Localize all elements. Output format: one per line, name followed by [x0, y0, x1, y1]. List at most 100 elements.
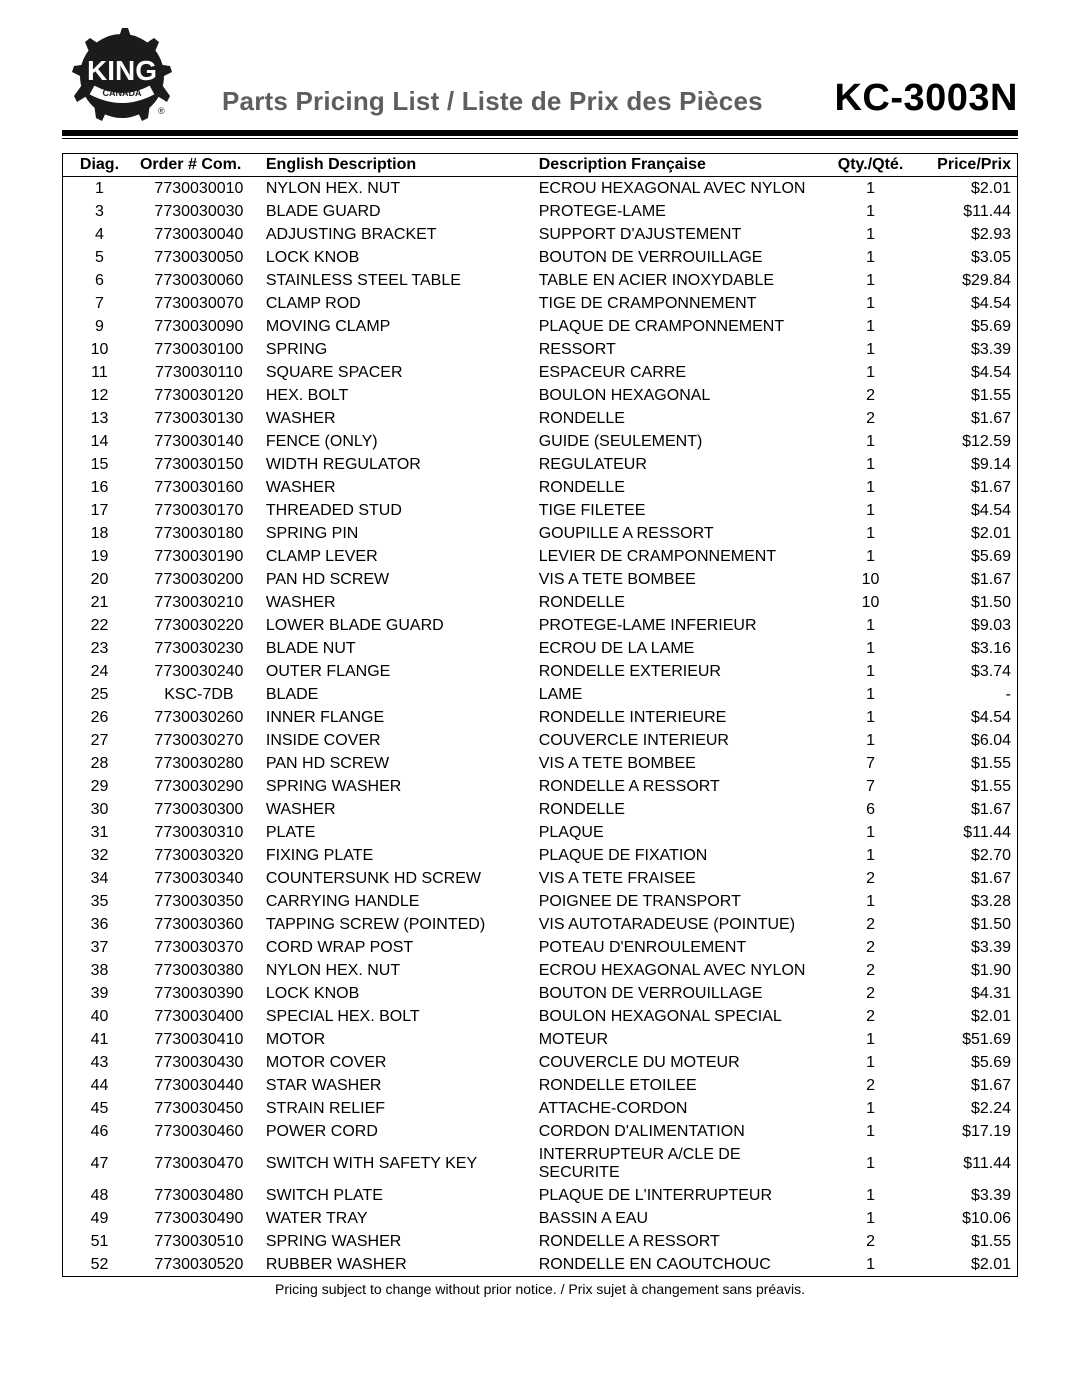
- cell-en: SPRING PIN: [262, 522, 535, 545]
- cell-fr: LAME: [535, 683, 829, 706]
- cell-order: 7730030210: [136, 591, 262, 614]
- cell-qty: 2: [829, 982, 913, 1005]
- table-row: 177730030170THREADED STUDTIGE FILETEE1$4…: [63, 499, 1018, 522]
- table-row: 317730030310PLATEPLAQUE1$11.44: [63, 821, 1018, 844]
- model-number: KC-3003N: [834, 77, 1018, 120]
- cell-order: 7730030510: [136, 1230, 262, 1253]
- cell-en: SQUARE SPACER: [262, 361, 535, 384]
- cell-qty: 1: [829, 660, 913, 683]
- cell-price: $1.67: [913, 476, 1018, 499]
- table-row: 277730030270INSIDE COVERCOUVERCLE INTERI…: [63, 729, 1018, 752]
- cell-diag: 15: [63, 453, 136, 476]
- col-header-diag: Diag.: [63, 154, 136, 177]
- table-row: 347730030340COUNTERSUNK HD SCREWVIS A TE…: [63, 867, 1018, 890]
- cell-en: POWER CORD: [262, 1120, 535, 1143]
- cell-order: 7730030040: [136, 223, 262, 246]
- cell-qty: 1: [829, 637, 913, 660]
- cell-qty: 1: [829, 1097, 913, 1120]
- table-row: 137730030130WASHERRONDELLE2$1.67: [63, 407, 1018, 430]
- cell-diag: 14: [63, 430, 136, 453]
- parts-table: Diag. Order # Com. English Description D…: [62, 153, 1018, 1277]
- cell-en: MOVING CLAMP: [262, 315, 535, 338]
- cell-en: NYLON HEX. NUT: [262, 177, 535, 201]
- cell-diag: 39: [63, 982, 136, 1005]
- cell-price: $2.01: [913, 1005, 1018, 1028]
- cell-en: CORD WRAP POST: [262, 936, 535, 959]
- cell-en: SPRING: [262, 338, 535, 361]
- cell-fr: RONDELLE EXTERIEUR: [535, 660, 829, 683]
- table-row: 227730030220LOWER BLADE GUARDPROTEGE-LAM…: [63, 614, 1018, 637]
- cell-fr: POIGNEE DE TRANSPORT: [535, 890, 829, 913]
- gear-logo-icon: KING CANADA ®: [62, 24, 182, 124]
- cell-diag: 32: [63, 844, 136, 867]
- cell-diag: 17: [63, 499, 136, 522]
- table-row: 377730030370CORD WRAP POSTPOTEAU D'ENROU…: [63, 936, 1018, 959]
- table-row: 207730030200PAN HD SCREWVIS A TETE BOMBE…: [63, 568, 1018, 591]
- cell-price: $51.69: [913, 1028, 1018, 1051]
- cell-qty: 1: [829, 338, 913, 361]
- cell-price: $3.28: [913, 890, 1018, 913]
- cell-en: RUBBER WASHER: [262, 1253, 535, 1277]
- cell-en: WATER TRAY: [262, 1207, 535, 1230]
- cell-qty: 7: [829, 752, 913, 775]
- cell-price: $5.69: [913, 545, 1018, 568]
- cell-diag: 44: [63, 1074, 136, 1097]
- cell-qty: 10: [829, 591, 913, 614]
- cell-price: $2.93: [913, 223, 1018, 246]
- cell-diag: 27: [63, 729, 136, 752]
- cell-diag: 20: [63, 568, 136, 591]
- cell-en: WIDTH REGULATOR: [262, 453, 535, 476]
- cell-qty: 1: [829, 430, 913, 453]
- cell-diag: 41: [63, 1028, 136, 1051]
- cell-en: FIXING PLATE: [262, 844, 535, 867]
- cell-en: CLAMP ROD: [262, 292, 535, 315]
- cell-order: 7730030030: [136, 200, 262, 223]
- cell-qty: 2: [829, 384, 913, 407]
- cell-price: $3.74: [913, 660, 1018, 683]
- cell-qty: 2: [829, 1230, 913, 1253]
- cell-fr: BOUTON DE VERROUILLAGE: [535, 982, 829, 1005]
- cell-fr: INTERRUPTEUR A/CLE DE SECURITE: [535, 1143, 829, 1184]
- table-row: 517730030510SPRING WASHERRONDELLE A RESS…: [63, 1230, 1018, 1253]
- brand-logo: KING CANADA ®: [62, 24, 182, 124]
- table-row: 67730030060STAINLESS STEEL TABLETABLE EN…: [63, 269, 1018, 292]
- cell-qty: 1: [829, 729, 913, 752]
- cell-order: 7730030220: [136, 614, 262, 637]
- cell-order: 7730030440: [136, 1074, 262, 1097]
- cell-fr: TIGE DE CRAMPONNEMENT: [535, 292, 829, 315]
- cell-en: WASHER: [262, 407, 535, 430]
- cell-en: WASHER: [262, 591, 535, 614]
- table-row: 47730030040ADJUSTING BRACKETSUPPORT D'AJ…: [63, 223, 1018, 246]
- cell-fr: MOTEUR: [535, 1028, 829, 1051]
- cell-price: $5.69: [913, 315, 1018, 338]
- cell-fr: PLAQUE: [535, 821, 829, 844]
- cell-price: $4.54: [913, 292, 1018, 315]
- cell-qty: 1: [829, 292, 913, 315]
- cell-price: $2.01: [913, 522, 1018, 545]
- cell-fr: RONDELLE A RESSORT: [535, 775, 829, 798]
- cell-diag: 36: [63, 913, 136, 936]
- cell-order: 7730030310: [136, 821, 262, 844]
- cell-price: $1.55: [913, 384, 1018, 407]
- cell-diag: 49: [63, 1207, 136, 1230]
- cell-fr: ECROU DE LA LAME: [535, 637, 829, 660]
- cell-qty: 2: [829, 936, 913, 959]
- cell-diag: 38: [63, 959, 136, 982]
- cell-fr: TIGE FILETEE: [535, 499, 829, 522]
- cell-en: TAPPING SCREW (POINTED): [262, 913, 535, 936]
- cell-price: $4.31: [913, 982, 1018, 1005]
- cell-diag: 45: [63, 1097, 136, 1120]
- cell-diag: 16: [63, 476, 136, 499]
- cell-price: $4.54: [913, 499, 1018, 522]
- cell-diag: 43: [63, 1051, 136, 1074]
- table-row: 97730030090MOVING CLAMPPLAQUE DE CRAMPON…: [63, 315, 1018, 338]
- cell-fr: PROTEGE-LAME INFERIEUR: [535, 614, 829, 637]
- cell-qty: 2: [829, 1074, 913, 1097]
- cell-order: 7730030160: [136, 476, 262, 499]
- cell-en: BLADE NUT: [262, 637, 535, 660]
- cell-qty: 1: [829, 361, 913, 384]
- cell-qty: 1: [829, 246, 913, 269]
- cell-order: 7730030050: [136, 246, 262, 269]
- cell-fr: ECROU HEXAGONAL AVEC NYLON: [535, 959, 829, 982]
- cell-price: $1.67: [913, 1074, 1018, 1097]
